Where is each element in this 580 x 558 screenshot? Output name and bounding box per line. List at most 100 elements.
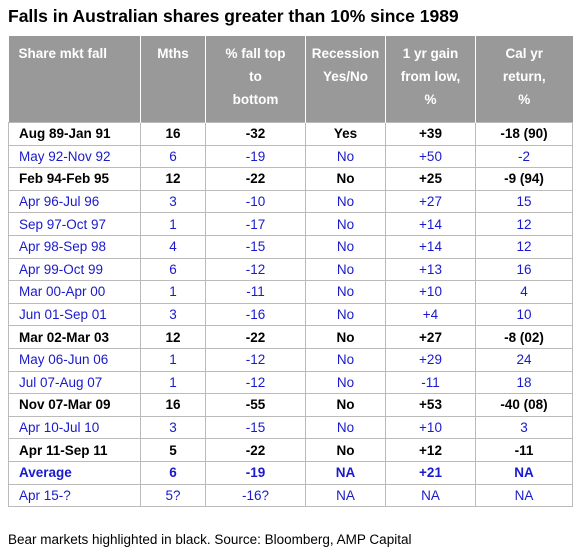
table-cell: +10 (385, 280, 476, 304)
header-line: % fall top (225, 46, 286, 61)
table-cell: -8 (02) (475, 325, 573, 349)
table-cell: Apr 99-Oct 99 (8, 257, 141, 282)
table: Share mkt fall Mths % fall top to bottom Rece… (8, 36, 573, 508)
table-cell: 12 (475, 234, 573, 259)
table-cell: 6 (140, 460, 206, 485)
table-cell: -11 (205, 280, 306, 304)
table-cell: No (305, 347, 386, 372)
table-cell: -55 (205, 393, 306, 417)
table-cell: -15 (205, 234, 306, 259)
table-cell: 10 (475, 302, 573, 327)
table-cell: Sep 97-Oct 97 (8, 212, 141, 236)
table-row: Apr 96-Jul 96 3 -10 No +27 15 (8, 189, 573, 214)
table-cell: Apr 10-Jul 10 (8, 415, 141, 440)
table-cell: 6 (140, 257, 206, 282)
table-cell: 18 (475, 370, 573, 395)
header-cell: 1 yr gain from low,% (385, 36, 476, 123)
table-row: Nov 07-Mar 09 16 -55 No +53 -40 (08) (8, 393, 573, 417)
header-cell: Recession Yes/No (305, 36, 386, 123)
table-cell: +53 (385, 393, 476, 417)
table-cell: -22 (205, 167, 306, 191)
header-line: from low, (400, 69, 461, 84)
table-cell: +21 (385, 460, 476, 485)
header-line: Yes/No (322, 69, 369, 84)
table-cell: +50 (385, 144, 476, 169)
table-cell: -32 (205, 122, 306, 146)
table-cell: May 92-Nov 92 (8, 144, 141, 169)
header-cell: Mths (140, 36, 206, 123)
table-cell: +4 (385, 302, 476, 327)
header-line: Recession (311, 46, 380, 61)
table-cell: +14 (385, 234, 476, 259)
table-cell: +25 (385, 167, 476, 191)
header-row: Share mkt fall Mths % fall top to bottom Rece… (8, 36, 573, 123)
table-cell: NA (475, 483, 573, 508)
table-row: Feb 94-Feb 95 12 -22 No +25 -9 (94) (8, 167, 573, 191)
table-row: Apr 99-Oct 99 6 -12 No +13 16 (8, 257, 573, 282)
table-cell: +10 (385, 415, 476, 440)
table-cell: 1 (140, 370, 206, 395)
table-cell: No (305, 370, 386, 395)
table-cell: +13 (385, 257, 476, 282)
table-cell: No (305, 438, 386, 462)
table-cell: 3 (140, 302, 206, 327)
table-cell: NA (385, 483, 476, 508)
table-cell: -12 (205, 370, 306, 395)
table-cell: 15 (475, 189, 573, 214)
table-cell: No (305, 234, 386, 259)
table-cell: No (305, 144, 386, 169)
table-cell: Mar 00-Apr 00 (8, 280, 141, 304)
table-cell: No (305, 280, 386, 304)
table-row: Aug 89-Jan 91 16 -32 Yes +39 -18 (90) (8, 122, 573, 146)
table-cell: -18 (90) (475, 122, 573, 146)
table-cell: -16 (205, 302, 306, 327)
table-cell: 16 (140, 393, 206, 417)
table-cell: +14 (385, 212, 476, 236)
table-cell: -22 (205, 325, 306, 349)
table-cell: 4 (140, 234, 206, 259)
header-line: return, (502, 69, 546, 84)
table-cell: 16 (140, 122, 206, 146)
table-cell: Jul 07-Aug 07 (8, 370, 141, 395)
table-cell: +29 (385, 347, 476, 372)
header-line: to (249, 69, 262, 84)
table-cell: -22 (205, 438, 306, 462)
table-cell: Apr 98-Sep 98 (8, 234, 141, 259)
table-cell: Feb 94-Feb 95 (8, 167, 141, 191)
table-cell: No (305, 257, 386, 282)
table-cell: Apr 96-Jul 96 (8, 189, 141, 214)
table-cell: No (305, 189, 386, 214)
table-cell: -16? (205, 483, 306, 508)
table-cell: +27 (385, 189, 476, 214)
table-cell: -19 (205, 144, 306, 169)
table-cell: 12 (475, 212, 573, 236)
table-row: Apr 11-Sep 11 5 -22 No +12 -11 (8, 438, 573, 462)
table-row: Jun 01-Sep 01 3 -16 No +4 10 (8, 302, 573, 327)
table-cell: 5 (140, 438, 206, 462)
table-cell: 12 (140, 167, 206, 191)
table-body: Aug 89-Jan 91 16 -32 Yes +39 -18 (90) May 92-N… (8, 122, 573, 508)
table-cell: +12 (385, 438, 476, 462)
table-cell: NA (305, 483, 386, 508)
table-cell: -12 (205, 347, 306, 372)
table-cell: -40 (08) (475, 393, 573, 417)
table-cell: 6 (140, 144, 206, 169)
table-cell: -11 (475, 438, 573, 462)
table-cell: 3 (475, 415, 573, 440)
table-cell: 1 (140, 347, 206, 372)
footnote: Bear markets highlighted in black. Sourc… (8, 532, 412, 547)
table-cell: 4 (475, 280, 573, 304)
table-cell: -12 (205, 257, 306, 282)
table-cell: May 06-Jun 06 (8, 347, 141, 372)
table-row: May 06-Jun 06 1 -12 No +29 24 (8, 347, 573, 372)
table-cell: -10 (205, 189, 306, 214)
title: Falls in Australian shares greater than … (8, 6, 459, 26)
table-cell: +39 (385, 122, 476, 146)
table-cell: -11 (385, 370, 476, 395)
header-line: % (518, 92, 531, 107)
table-row: May 92-Nov 92 6 -19 No +50 -2 (8, 144, 573, 169)
table-cell: Average (8, 460, 141, 485)
table-cell: 5? (140, 483, 206, 508)
header-line: 1 yr gain (402, 46, 459, 61)
